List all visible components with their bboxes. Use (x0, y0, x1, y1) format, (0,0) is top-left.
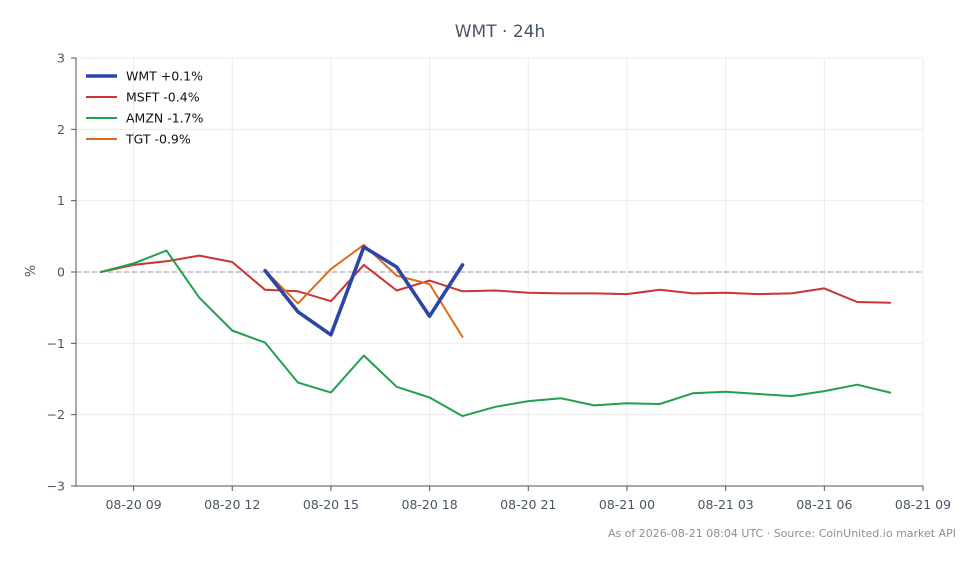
y-tick-label: 0 (57, 265, 65, 280)
x-tick-label: 08-20 21 (500, 497, 556, 512)
x-tick-label: 08-20 18 (402, 497, 458, 512)
y-tick-label: 1 (57, 193, 65, 208)
legend-label: WMT +0.1% (126, 69, 203, 84)
chart-title: WMT · 24h (455, 22, 545, 42)
legend-label: TGT -0.9% (125, 132, 191, 147)
series-line-tgt (264, 243, 464, 338)
y-tick-label: −2 (47, 407, 65, 422)
x-tick-label: 08-20 15 (303, 497, 359, 512)
x-tick-label: 08-21 06 (796, 497, 852, 512)
y-tick-label: −3 (47, 479, 65, 494)
source-footer: As of 2026-08-21 08:04 UTC · Source: Coi… (608, 527, 956, 540)
x-tick-label: 08-21 03 (698, 497, 754, 512)
y-tick-label: 3 (57, 51, 65, 66)
y-ticks: 3 2 1 0 −1 −2 −3 (47, 51, 76, 494)
y-tick-label: 2 (57, 122, 65, 137)
series-line-amzn (99, 249, 892, 418)
series-lines (99, 243, 892, 418)
legend: WMT +0.1% MSFT -0.4% AMZN -1.7% TGT -0.9% (86, 69, 204, 147)
x-ticks: 08-20 09 08-20 12 08-20 15 08-20 18 08-20 21… (105, 486, 951, 512)
x-tick-label: 08-21 09 (895, 497, 951, 512)
series-line-msft (99, 254, 892, 304)
legend-label: MSFT -0.4% (126, 90, 200, 105)
series-line-wmt (263, 245, 465, 337)
legend-label: AMZN -1.7% (126, 111, 204, 126)
x-tick-label: 08-20 12 (204, 497, 260, 512)
x-tick-label: 08-20 09 (105, 497, 161, 512)
x-tick-label: 08-21 00 (599, 497, 655, 512)
y-tick-label: −1 (47, 336, 65, 351)
y-axis-label: % (24, 265, 39, 277)
